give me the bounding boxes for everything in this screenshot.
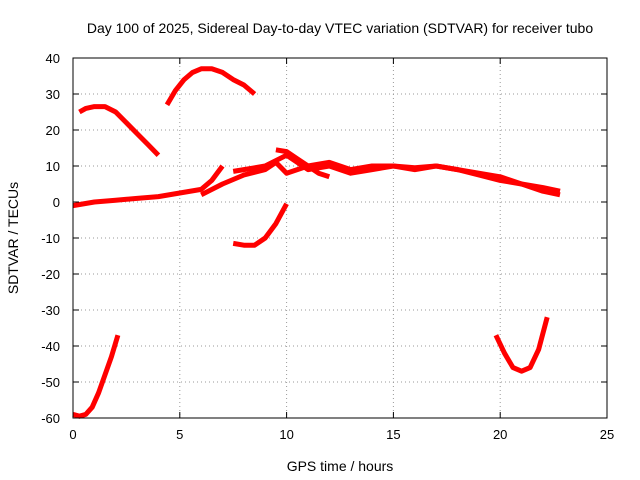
data-series-group (72, 66, 561, 419)
x-tick-label: 10 (279, 427, 293, 442)
y-tick-label: -10 (41, 231, 60, 246)
y-tick-label: 0 (53, 195, 60, 210)
chart-title: Day 100 of 2025, Sidereal Day-to-day VTE… (87, 20, 594, 36)
y-tick-label: -30 (41, 303, 60, 318)
x-tick-label: 0 (69, 427, 76, 442)
x-tick-label: 15 (386, 427, 400, 442)
series-arc-8 (72, 334, 121, 419)
y-axis-label: SDTVAR / TECUs (5, 182, 21, 294)
grid (73, 58, 607, 418)
y-tick-label: -20 (41, 267, 60, 282)
series-arc-2 (164, 66, 257, 107)
series-arc-1 (78, 104, 161, 157)
ticks: 0 5 10 15 20 25 -60 -50 -40 -30 -20 -10 0 10 20 30 40 (41, 51, 614, 442)
series-arc-7 (232, 202, 289, 248)
series-arc-4 (200, 159, 561, 198)
x-axis-label: GPS time / hours (287, 458, 394, 474)
y-tick-label: -60 (41, 411, 60, 426)
x-tick-label: 5 (176, 427, 183, 442)
y-tick-label: -40 (41, 339, 60, 354)
series-arc-9 (493, 316, 550, 374)
series-arc-5 (232, 152, 561, 198)
series-arc-3 (72, 164, 225, 209)
y-tick-label: 10 (46, 159, 60, 174)
y-tick-label: 30 (46, 87, 60, 102)
series-arc-6 (275, 147, 331, 180)
x-tick-label: 20 (493, 427, 507, 442)
y-tick-label: 20 (46, 123, 60, 138)
y-tick-label: 40 (46, 51, 60, 66)
x-tick-label: 25 (600, 427, 614, 442)
y-tick-label: -50 (41, 375, 60, 390)
